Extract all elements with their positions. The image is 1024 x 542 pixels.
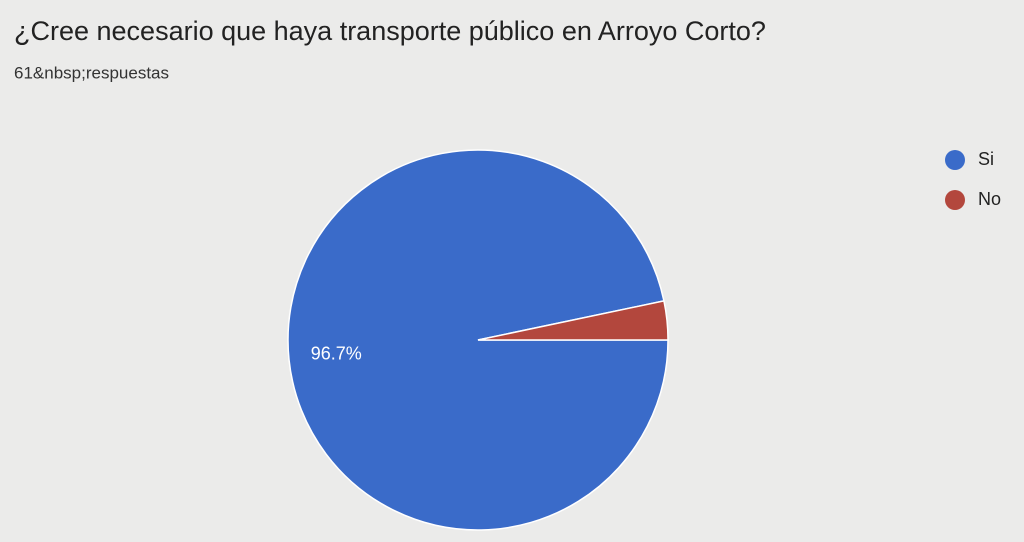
data-label: 96.7%	[311, 343, 362, 363]
legend-marker	[945, 190, 965, 210]
legend-marker	[945, 150, 965, 170]
legend-label: No	[978, 189, 1001, 209]
chart-title: ¿Cree necesario que haya transporte públ…	[14, 16, 766, 46]
legend-label: Si	[978, 149, 994, 169]
chart-subtitle: 61&nbsp;respuestas	[14, 63, 169, 82]
pie-slice	[477, 299, 669, 341]
